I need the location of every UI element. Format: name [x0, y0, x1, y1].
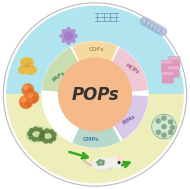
Circle shape — [162, 125, 166, 129]
Circle shape — [41, 131, 45, 134]
FancyBboxPatch shape — [168, 66, 179, 77]
Circle shape — [26, 91, 39, 104]
Circle shape — [52, 137, 55, 140]
Text: PIMs: PIMs — [121, 114, 137, 126]
Ellipse shape — [66, 27, 71, 44]
FancyBboxPatch shape — [169, 57, 180, 68]
Wedge shape — [42, 48, 78, 91]
Circle shape — [156, 119, 160, 123]
Circle shape — [19, 95, 33, 109]
Circle shape — [25, 101, 31, 107]
FancyBboxPatch shape — [161, 60, 173, 72]
Text: CMPs: CMPs — [83, 137, 100, 142]
Circle shape — [102, 163, 104, 165]
Circle shape — [111, 156, 123, 169]
FancyBboxPatch shape — [168, 66, 179, 69]
Text: COFs: COFs — [89, 47, 105, 52]
FancyBboxPatch shape — [161, 61, 172, 64]
Circle shape — [40, 135, 44, 139]
Circle shape — [23, 85, 28, 90]
Circle shape — [39, 134, 43, 137]
Text: HCPs: HCPs — [124, 63, 140, 75]
Circle shape — [156, 130, 160, 134]
Ellipse shape — [26, 126, 47, 142]
Ellipse shape — [96, 159, 105, 166]
Circle shape — [169, 120, 173, 124]
Circle shape — [50, 130, 53, 134]
Circle shape — [33, 137, 36, 141]
Wedge shape — [73, 42, 117, 62]
Circle shape — [117, 155, 122, 160]
Wedge shape — [3, 3, 187, 94]
Wedge shape — [114, 96, 148, 139]
Ellipse shape — [62, 30, 75, 42]
Circle shape — [98, 163, 100, 165]
Circle shape — [30, 129, 34, 132]
Ellipse shape — [25, 65, 36, 75]
Circle shape — [122, 164, 124, 165]
Circle shape — [28, 132, 32, 136]
Text: PAFs: PAFs — [51, 70, 66, 82]
Ellipse shape — [92, 158, 113, 169]
Circle shape — [38, 128, 42, 132]
Ellipse shape — [103, 168, 106, 170]
FancyBboxPatch shape — [162, 72, 173, 83]
Ellipse shape — [20, 58, 34, 67]
Circle shape — [32, 97, 37, 102]
FancyBboxPatch shape — [169, 57, 180, 60]
Circle shape — [170, 125, 175, 130]
Circle shape — [40, 137, 44, 141]
Ellipse shape — [38, 128, 57, 144]
Ellipse shape — [95, 168, 99, 170]
Circle shape — [162, 116, 166, 120]
Circle shape — [29, 135, 33, 139]
Ellipse shape — [18, 66, 28, 74]
Circle shape — [45, 129, 49, 133]
Circle shape — [65, 32, 72, 40]
Ellipse shape — [108, 168, 112, 170]
Circle shape — [41, 131, 45, 135]
FancyBboxPatch shape — [162, 72, 173, 75]
Circle shape — [44, 139, 48, 143]
Circle shape — [162, 133, 166, 137]
Ellipse shape — [62, 30, 75, 42]
Circle shape — [52, 133, 56, 136]
Text: POPs: POPs — [71, 85, 119, 104]
Circle shape — [28, 93, 32, 97]
Circle shape — [152, 114, 176, 139]
Circle shape — [48, 139, 52, 143]
Circle shape — [34, 127, 38, 131]
Circle shape — [118, 162, 120, 163]
Circle shape — [102, 161, 104, 163]
Wedge shape — [73, 127, 120, 147]
Circle shape — [97, 161, 99, 163]
Ellipse shape — [60, 33, 77, 39]
Circle shape — [99, 160, 101, 161]
Circle shape — [59, 58, 131, 131]
Circle shape — [42, 42, 148, 147]
Circle shape — [27, 89, 32, 94]
Circle shape — [22, 84, 34, 96]
Wedge shape — [3, 94, 187, 186]
Circle shape — [169, 130, 173, 134]
Circle shape — [21, 97, 26, 102]
Circle shape — [37, 137, 41, 141]
Wedge shape — [112, 48, 148, 91]
